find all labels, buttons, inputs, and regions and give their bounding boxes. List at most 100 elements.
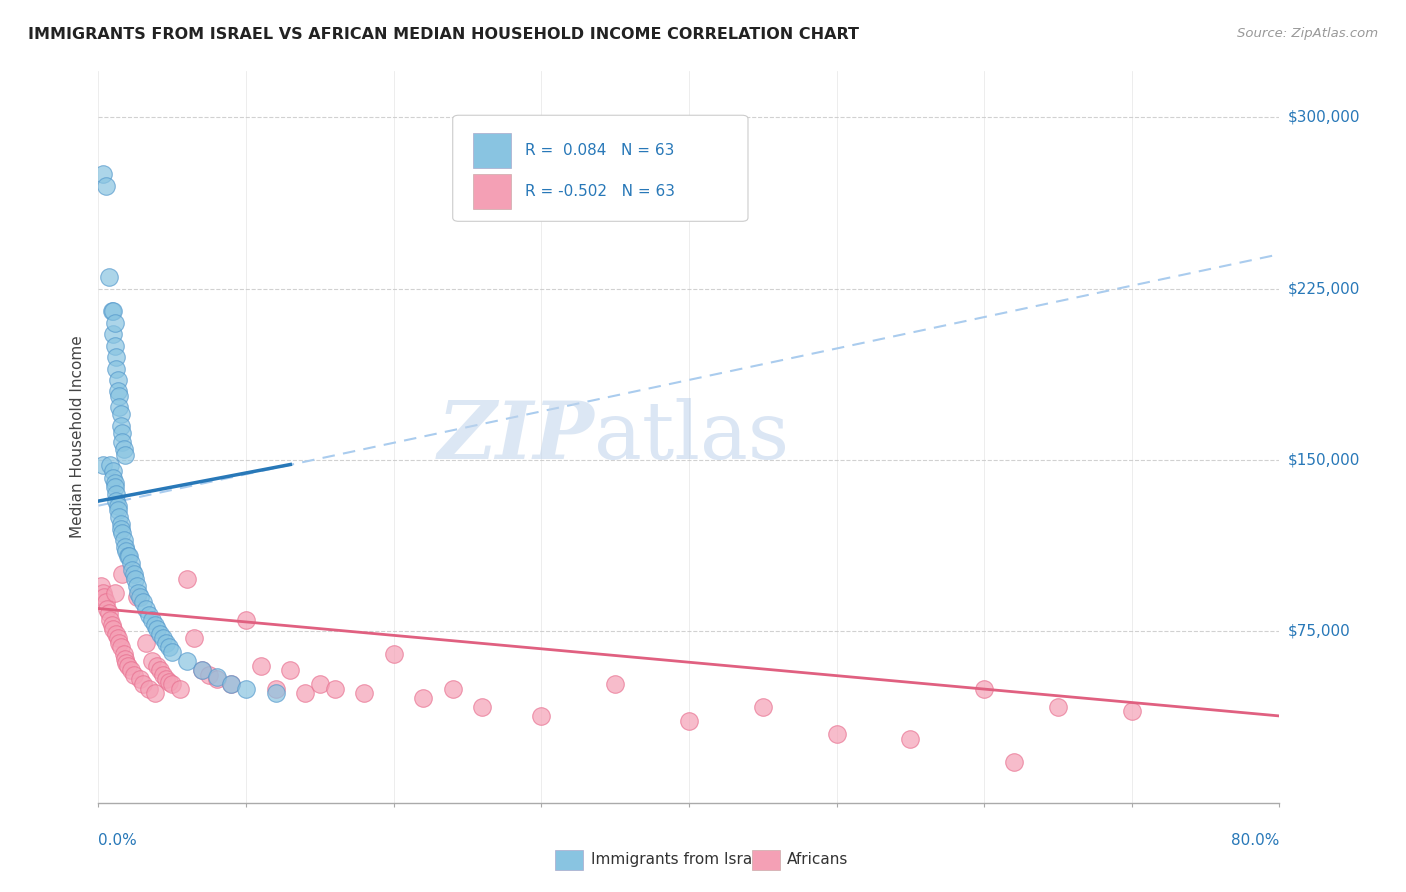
Point xyxy=(124,572,146,586)
Point xyxy=(111,567,134,582)
Point xyxy=(108,636,131,650)
Point xyxy=(205,670,228,684)
Text: $225,000: $225,000 xyxy=(1288,281,1360,296)
Point xyxy=(98,458,121,472)
Point xyxy=(105,626,128,640)
Text: R =  0.084   N = 63: R = 0.084 N = 63 xyxy=(524,143,673,158)
Point xyxy=(149,626,172,640)
Point xyxy=(135,636,157,650)
Point xyxy=(219,677,242,691)
Point xyxy=(105,494,128,508)
Point xyxy=(94,594,117,608)
Text: 0.0%: 0.0% xyxy=(98,833,138,848)
Point xyxy=(235,613,257,627)
FancyBboxPatch shape xyxy=(472,174,510,209)
Point xyxy=(152,632,174,646)
Point xyxy=(127,585,149,599)
Point xyxy=(107,503,129,517)
Point xyxy=(110,640,132,655)
Point xyxy=(152,667,174,681)
Point xyxy=(122,567,145,582)
Text: atlas: atlas xyxy=(595,398,790,476)
Point xyxy=(441,681,464,696)
Text: Immigrants from Israel: Immigrants from Israel xyxy=(591,853,765,867)
Point xyxy=(1002,755,1025,769)
Point xyxy=(250,658,273,673)
Point xyxy=(91,585,114,599)
Point xyxy=(108,510,131,524)
Point xyxy=(1046,699,1069,714)
Point xyxy=(149,663,172,677)
Point xyxy=(176,572,198,586)
Point xyxy=(91,167,114,181)
Point xyxy=(105,487,128,501)
Point xyxy=(162,677,183,691)
Point xyxy=(176,654,198,668)
Point xyxy=(973,681,995,696)
Point xyxy=(132,677,155,691)
Text: IMMIGRANTS FROM ISRAEL VS AFRICAN MEDIAN HOUSEHOLD INCOME CORRELATION CHART: IMMIGRANTS FROM ISRAEL VS AFRICAN MEDIAN… xyxy=(28,27,859,42)
Point xyxy=(112,647,135,661)
Point xyxy=(412,690,434,705)
Point xyxy=(111,425,134,440)
Point xyxy=(138,681,160,696)
Point xyxy=(91,458,114,472)
Point xyxy=(157,640,180,655)
Point xyxy=(132,594,155,608)
Point xyxy=(191,663,214,677)
Point xyxy=(155,636,177,650)
Point xyxy=(141,654,163,668)
Point xyxy=(125,579,148,593)
Point xyxy=(146,658,169,673)
Point xyxy=(103,304,125,318)
Point xyxy=(143,686,166,700)
Point xyxy=(100,617,122,632)
Point xyxy=(115,657,138,671)
Point xyxy=(114,652,136,666)
Point xyxy=(110,407,132,421)
Point xyxy=(114,540,136,554)
Point xyxy=(382,647,405,661)
Point xyxy=(108,401,131,415)
Point xyxy=(105,361,128,376)
Point xyxy=(323,681,346,696)
Point xyxy=(141,613,163,627)
Point xyxy=(157,674,180,689)
FancyBboxPatch shape xyxy=(453,115,748,221)
Point xyxy=(146,622,169,636)
Point xyxy=(205,673,228,687)
Point xyxy=(138,608,160,623)
Point xyxy=(191,663,214,677)
Point xyxy=(135,601,157,615)
Point xyxy=(90,579,112,593)
Point xyxy=(678,714,700,728)
Text: ZIP: ZIP xyxy=(437,399,595,475)
Point xyxy=(751,699,773,714)
Point xyxy=(900,731,922,746)
Point xyxy=(117,658,139,673)
Point xyxy=(104,585,127,599)
Point xyxy=(169,681,191,696)
Text: 80.0%: 80.0% xyxy=(1232,833,1279,848)
Point xyxy=(118,549,141,563)
Point xyxy=(125,590,148,604)
Point xyxy=(605,677,627,691)
Point xyxy=(107,373,129,387)
Point xyxy=(183,632,205,646)
Point xyxy=(294,686,316,700)
Point xyxy=(530,709,553,723)
Point xyxy=(128,673,150,687)
Point xyxy=(353,686,375,700)
Point xyxy=(103,471,125,485)
Point xyxy=(104,338,127,352)
Text: Source: ZipAtlas.com: Source: ZipAtlas.com xyxy=(1237,27,1378,40)
Point xyxy=(825,727,848,741)
Text: $75,000: $75,000 xyxy=(1288,624,1351,639)
Point xyxy=(1121,705,1143,719)
Point xyxy=(120,663,142,677)
Point xyxy=(128,590,150,604)
Point xyxy=(104,480,127,494)
Point xyxy=(121,563,143,577)
Point xyxy=(122,667,145,681)
Point xyxy=(471,699,494,714)
